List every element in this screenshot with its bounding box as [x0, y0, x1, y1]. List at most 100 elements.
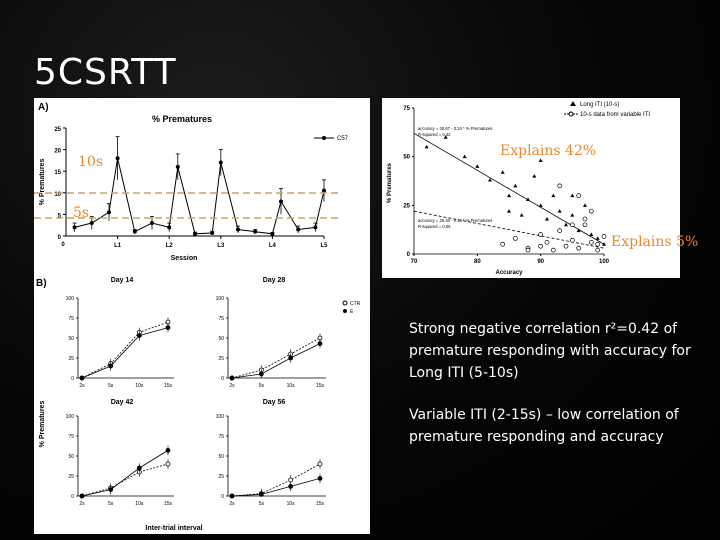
scatter-point-circle — [550, 247, 556, 253]
y-tick-label: 25 — [68, 356, 74, 362]
data-point — [175, 164, 180, 169]
subplot-title: Day 42 — [111, 399, 134, 406]
series-line-ctr — [231, 463, 321, 497]
x-tick-label: 10s — [287, 383, 296, 389]
scatter-point-triangle — [475, 164, 480, 168]
scatter-point-circle — [576, 193, 582, 198]
legend-label: Long ITI (10-s) — [580, 102, 619, 108]
data-point-open — [165, 461, 171, 467]
x-tick-label: L4 — [269, 243, 277, 249]
data-point — [107, 210, 111, 215]
y-tick-label: 100 — [216, 414, 225, 420]
scatter-point-circle — [588, 208, 594, 214]
figure-right-svg: 0 25 50 75 70 80 90 100 Accuracy % Prematures Long… — [387, 101, 650, 276]
scatter-point-triangle — [507, 209, 511, 213]
x-axis-title: Inter-trial interval — [145, 525, 202, 532]
series-line-e — [231, 343, 321, 379]
scatter-point-triangle — [557, 209, 562, 213]
scatter-point-triangle — [488, 178, 492, 182]
y-tick-label: 0 — [221, 494, 224, 500]
y-tick-label: 0 — [58, 235, 62, 241]
y-tick-label: 50 — [218, 336, 224, 342]
x-tick-label: 5s — [108, 501, 114, 507]
subplot-title: Day 56 — [263, 399, 286, 406]
x-tick-label: 70 — [411, 259, 418, 265]
x-tick-label: 10s — [135, 383, 144, 389]
data-point-filled — [165, 447, 171, 453]
x-tick-label: 15s — [164, 383, 173, 389]
scatter-point-circle — [544, 239, 550, 245]
data-point — [193, 231, 197, 236]
regression-line-variable-iti — [413, 210, 605, 249]
series-line-c57 — [74, 158, 325, 235]
x-tick-label: 15s — [316, 501, 325, 507]
data-point-filled — [79, 493, 85, 499]
scatter-point-triangle — [551, 193, 556, 198]
x-tick-label: L5 — [320, 243, 328, 249]
data-point — [72, 225, 77, 230]
x-tick-label: 2s — [229, 501, 235, 507]
data-point-filled — [317, 341, 323, 347]
data-point — [270, 231, 275, 236]
scatter-point-circle — [569, 238, 575, 243]
y-tick-label: 25 — [68, 474, 74, 480]
regression-equation: accuracy = 30.67 - 0.24 * % Prematures — [418, 126, 492, 131]
scatter-point-circle — [601, 234, 607, 239]
scatter-point-circle — [576, 245, 582, 251]
scatter-point-triangle — [462, 154, 467, 159]
x-tick-label: 2s — [79, 383, 85, 389]
legend-marker — [322, 136, 326, 140]
y-tick-label: 50 — [68, 454, 74, 460]
data-point-filled — [79, 375, 85, 381]
scatter-point-triangle — [570, 193, 575, 198]
data-point — [296, 227, 301, 232]
scatter-point-circle — [595, 247, 601, 253]
x-tick-label: 2s — [79, 501, 85, 507]
x-tick-label: 90 — [537, 259, 544, 265]
x-tick-label: 5s — [108, 383, 114, 389]
figure-left-panel: A) % Prematures 0 5 10 15 20 25 0 L1 L2 L3 L4 L5 Sessi… — [34, 98, 370, 534]
y-tick-label: 50 — [403, 155, 410, 161]
scatter-point-triangle — [576, 228, 581, 233]
scatter-point-circle — [557, 228, 563, 233]
scatter-point-circle — [500, 241, 506, 247]
regression-r2: R-squared = 0.42 — [418, 132, 451, 137]
data-point — [253, 229, 258, 234]
data-point-filled — [258, 491, 264, 497]
bullet-point-2: Variable ITI (2-15s) – low correlation o… — [409, 407, 679, 445]
y-tick-label: 50 — [218, 454, 224, 460]
y-tick-label: 25 — [218, 356, 224, 362]
data-point — [167, 225, 172, 230]
y-tick-label: 100 — [66, 296, 75, 302]
figure-right-panel: 0 25 50 75 70 80 90 100 Accuracy % Prematures Long… — [382, 98, 680, 278]
data-point — [313, 225, 318, 230]
scatter-point-triangle — [443, 135, 448, 139]
chart-title: % Prematures — [152, 114, 212, 124]
scatter-point-circle — [557, 183, 563, 189]
scatter-point-triangle — [538, 203, 543, 207]
y-tick-label: 0 — [407, 252, 411, 258]
x-tick-label: 15s — [164, 501, 173, 507]
scatter-point-triangle — [513, 183, 518, 188]
data-point-filled — [108, 487, 114, 493]
series-line-e — [81, 327, 169, 379]
data-point-filled — [258, 371, 264, 377]
legend-marker-filled — [343, 309, 347, 313]
x-tick-label: 0 — [61, 242, 65, 248]
scatter-point-circle — [569, 222, 575, 228]
y-tick-label: 100 — [66, 414, 75, 420]
y-tick-label: 0 — [71, 494, 74, 500]
data-point-filled — [108, 363, 114, 369]
scatter-point-circle — [525, 247, 531, 253]
x-tick-label: 100 — [599, 259, 610, 265]
bullet-point-1: Strong negative correlation r²=0.42 of p… — [409, 321, 691, 381]
scatter-point-triangle — [545, 216, 549, 221]
regression-r2: R-squared = 0.05 — [418, 224, 451, 229]
panel-label: B) — [36, 278, 47, 289]
series-line-ctr — [81, 321, 169, 379]
data-point-filled — [136, 333, 142, 339]
legend-label: 10-s data from variable ITI — [580, 112, 650, 118]
figure-left-svg: A) % Prematures 0 5 10 15 20 25 0 L1 L2 L3 L4 L5 Sessi… — [36, 102, 361, 532]
y-axis-title: % Prematures — [387, 162, 393, 203]
data-point — [279, 199, 283, 204]
